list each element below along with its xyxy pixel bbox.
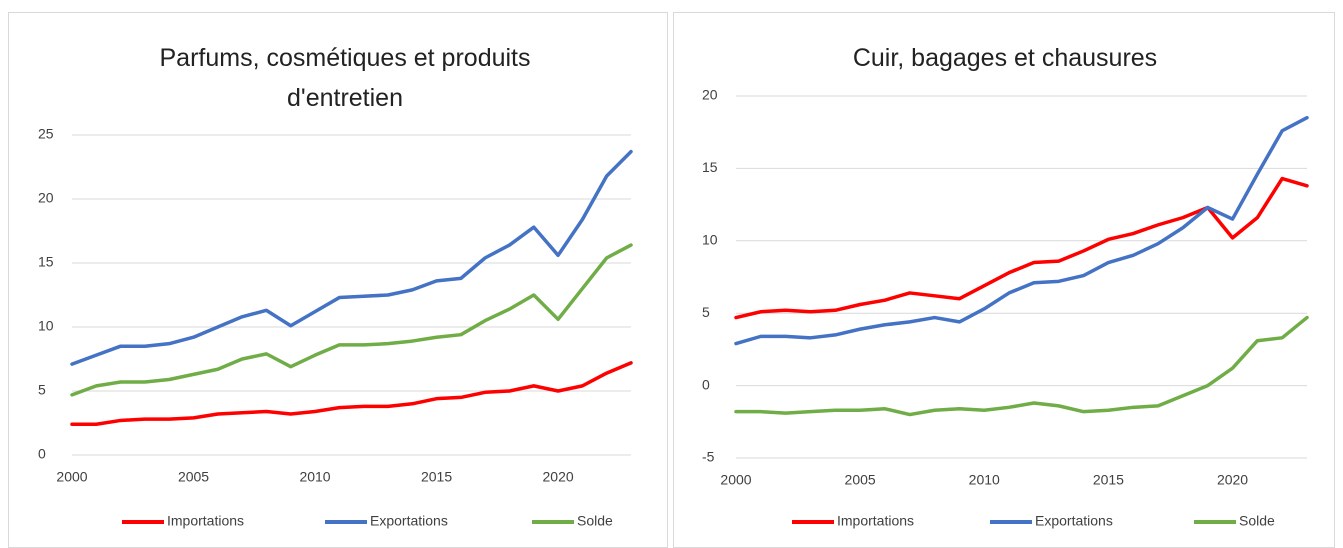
data-line <box>70 361 633 427</box>
x-tick-label: 2000 <box>56 469 87 485</box>
x-tick-label: 2000 <box>720 472 751 488</box>
legend-label: Exportations <box>1035 513 1113 529</box>
x-tick-label: 2005 <box>845 472 876 488</box>
data-line <box>70 149 633 366</box>
y-tick-label: 10 <box>702 232 718 248</box>
chart-title: Cuir, bagages et chausures <box>852 44 1158 72</box>
y-tick-label: 25 <box>38 126 54 142</box>
x-tick-label: 2020 <box>1217 472 1248 488</box>
y-tick-label: 5 <box>702 304 710 320</box>
y-tick-label: 15 <box>38 254 54 270</box>
x-tick-label: 2005 <box>178 469 209 485</box>
legend-label: Exportations <box>370 513 448 529</box>
x-tick-label: 2015 <box>421 469 452 485</box>
y-tick-label: 15 <box>702 159 718 175</box>
x-tick-label: 2010 <box>969 472 1000 488</box>
y-tick-label: 5 <box>38 382 46 398</box>
x-tick-label: 2020 <box>543 469 574 485</box>
data-line <box>70 243 633 397</box>
y-tick-label: 0 <box>702 376 710 392</box>
data-line <box>734 315 1309 417</box>
legend-label: Solde <box>577 513 613 529</box>
chart-border <box>673 12 1335 548</box>
legend-label: Solde <box>1239 513 1275 529</box>
y-tick-label: 0 <box>38 446 46 462</box>
y-tick-label: -5 <box>702 449 715 465</box>
legend-label: Importations <box>837 513 914 529</box>
y-tick-label: 20 <box>38 190 54 206</box>
chart-title: Parfums, cosmétiques et produits d'entre… <box>159 44 531 112</box>
y-tick-label: 20 <box>702 87 718 103</box>
x-tick-label: 2010 <box>299 469 330 485</box>
data-line <box>734 176 1309 320</box>
x-tick-label: 2015 <box>1093 472 1124 488</box>
y-tick-label: 10 <box>38 318 54 334</box>
legend-label: Importations <box>167 513 244 529</box>
data-line <box>734 115 1309 346</box>
